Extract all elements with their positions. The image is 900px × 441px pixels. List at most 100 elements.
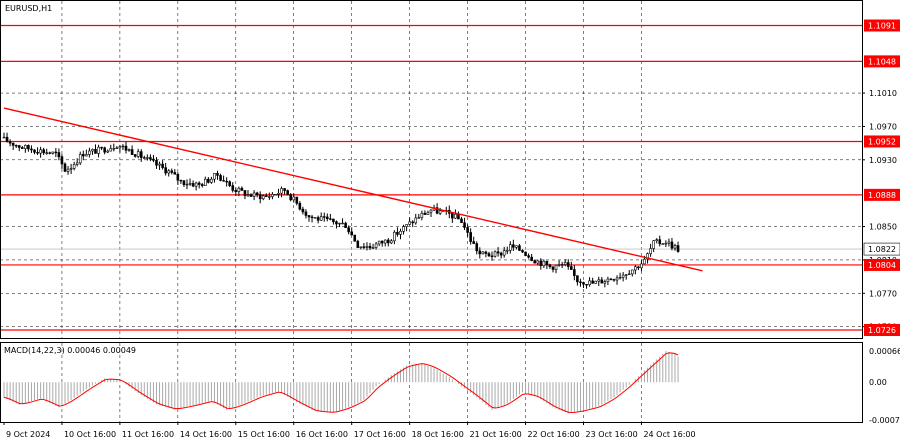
candle-body (512, 244, 515, 248)
candle-body (246, 194, 250, 197)
candle-body (78, 154, 82, 164)
candle-body (502, 250, 506, 256)
candle-body (673, 245, 677, 249)
level-tag-label: 1.0804 (868, 261, 896, 270)
candle-body (167, 170, 170, 174)
candle-body (57, 152, 61, 158)
candle-body (75, 162, 79, 165)
candle-body (545, 260, 549, 266)
candle-body (380, 240, 384, 244)
candle-body (191, 183, 195, 187)
candle-body (618, 276, 622, 279)
candle-body (582, 282, 585, 285)
macd-panel-frame (0, 342, 863, 423)
candle-body (149, 157, 152, 160)
candle-body (569, 266, 573, 270)
candle-body (524, 251, 527, 256)
candle-body (429, 209, 433, 213)
candle-body (423, 212, 427, 215)
candle-body (210, 178, 213, 183)
time-tick-label: 16 Oct 16:00 (296, 430, 348, 439)
candle-body (579, 281, 582, 283)
candle-body (249, 194, 253, 197)
level-tag-1.1048 (864, 55, 900, 68)
candle-body (466, 227, 469, 233)
level-tag-1.0888 (864, 188, 900, 201)
candle-body (109, 148, 113, 152)
candle-body (130, 149, 134, 155)
candle-body (627, 273, 631, 275)
candle-body (383, 239, 387, 244)
candle-body (100, 146, 103, 149)
level-tags: 1.1091 1.1048 1.0952 1.0888 1.0804 1.0726 1.08… (863, 19, 900, 336)
candle-body (216, 173, 219, 176)
candle-body (576, 275, 579, 283)
candle-body (118, 146, 122, 149)
candle-body (11, 142, 15, 146)
candle-body (231, 185, 235, 191)
macd-label: MACD(14,22,3) 0.00046 0.00049 (4, 346, 136, 355)
candle-body (30, 148, 33, 151)
candle-body (335, 221, 338, 225)
time-tick-label: 18 Oct 16:00 (412, 430, 464, 439)
time-tick-label: 24 Oct 16:00 (643, 430, 695, 439)
candle-body (139, 151, 143, 158)
candle-body (283, 188, 286, 191)
level-tag-1.1091 (864, 19, 900, 32)
candle-body (72, 164, 76, 169)
candle-body (643, 258, 646, 265)
candle-body (286, 190, 289, 195)
candle-body (2, 136, 6, 139)
candle-body (655, 239, 659, 242)
candle-body (277, 192, 280, 195)
candle-body (45, 152, 49, 154)
candle-body (487, 253, 491, 257)
candle-body (155, 160, 158, 166)
candle-body (463, 222, 466, 228)
time-tick-label: 23 Oct 16:00 (586, 430, 638, 439)
candle-body (173, 172, 177, 175)
candle-body (219, 175, 222, 181)
candle-body (460, 218, 463, 223)
level-tag-label: 1.0952 (868, 137, 896, 146)
candle-body (612, 279, 616, 281)
candle-body (69, 168, 73, 170)
candle-body (505, 250, 509, 252)
candle-body (557, 264, 561, 266)
candle-body (225, 180, 228, 183)
macd-signal-line (3, 352, 679, 414)
candle-body (261, 195, 265, 200)
candle-body (603, 281, 607, 284)
candle-body (194, 182, 198, 187)
candle-body (615, 277, 619, 281)
macd-panel-series (3, 351, 679, 414)
price-panel-frame (0, 0, 863, 339)
candle-body (542, 260, 546, 267)
time-tick-label: 9 Oct 2024 (6, 430, 50, 439)
candle-body (438, 210, 442, 214)
candle-body (365, 246, 369, 248)
candle-body (338, 222, 341, 225)
candle-body (313, 217, 317, 219)
candle-body (252, 192, 256, 197)
candle-body (319, 216, 323, 221)
candle-body (646, 253, 649, 260)
candle-body (566, 262, 570, 267)
candle-body (60, 156, 64, 165)
candle-body (490, 255, 494, 257)
descending-trendline (3, 107, 703, 272)
candle-body (347, 227, 350, 233)
candle-body (390, 240, 393, 244)
candle-body (652, 240, 655, 249)
current-price-label: 1.0822 (868, 245, 896, 254)
macd-axis: 0.00066 0.00 -0.00075 (869, 347, 900, 425)
time-axis: 9 Oct 2024 10 Oct 16:00 11 Oct 16:00 14 Oct… (3, 422, 696, 439)
candle-body (451, 213, 454, 219)
level-tag-label: 1.1091 (868, 22, 896, 31)
candle-body (82, 154, 85, 157)
candle-body (133, 154, 137, 157)
candle-body (17, 145, 21, 148)
candle-body (5, 136, 9, 143)
